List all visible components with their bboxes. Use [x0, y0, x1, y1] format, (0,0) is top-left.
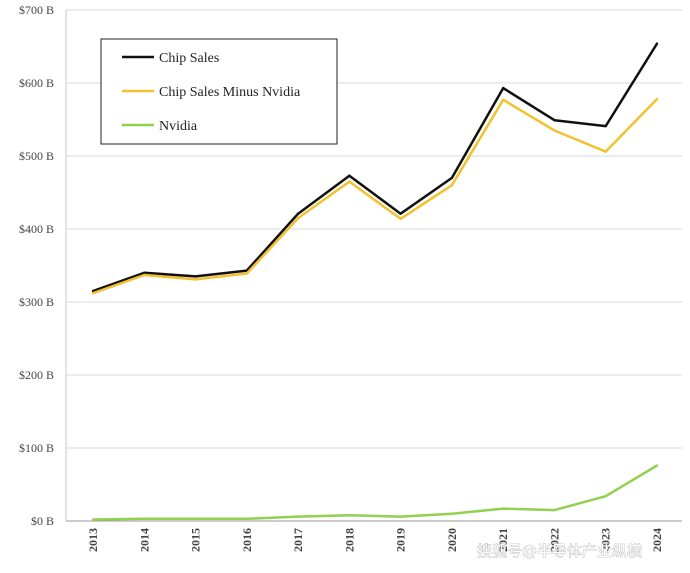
data-point — [399, 212, 402, 215]
x-axis-ticks: 2013 2014 2015 2016 2017 2018 2019 2020 2021 2022… — [86, 528, 664, 552]
x-tick-label: 2017 — [291, 528, 305, 552]
data-point — [348, 174, 351, 177]
series-line-1 — [92, 42, 659, 293]
data-point — [450, 176, 454, 180]
series-lines — [91, 42, 659, 521]
y-axis-ticks: $0 B $100 B $200 B $300 B $400 B $500 B $600 B… — [19, 3, 54, 528]
data-point — [348, 513, 351, 517]
x-tick-label: 2019 — [394, 528, 408, 552]
legend-label: Nvidia — [159, 119, 198, 134]
data-point — [194, 278, 197, 281]
data-point — [143, 273, 146, 277]
data-point — [296, 212, 300, 215]
data-point — [91, 518, 95, 521]
x-tick-label: 2015 — [189, 528, 203, 552]
data-point — [450, 184, 454, 187]
x-tick-label: 2013 — [86, 528, 100, 552]
data-point — [91, 289, 95, 293]
data-point — [245, 517, 249, 521]
data-point — [348, 180, 351, 183]
data-point — [553, 119, 556, 122]
x-tick-label: 2022 — [547, 528, 561, 552]
data-point — [604, 150, 607, 153]
y-tick-label: $600 B — [19, 76, 54, 90]
data-point — [91, 292, 95, 295]
data-point — [553, 508, 556, 512]
data-point — [501, 507, 505, 510]
x-tick-label: 2021 — [496, 528, 510, 552]
data-point — [399, 217, 402, 220]
data-point — [655, 42, 659, 45]
data-point — [655, 464, 659, 467]
data-point — [194, 517, 197, 521]
legend: Chip Sales Chip Sales Minus Nvidia Nvidia — [100, 38, 338, 145]
data-point — [194, 275, 197, 278]
data-point — [296, 216, 300, 220]
data-point — [296, 515, 300, 518]
legend-label: Chip Sales Minus Nvidia — [159, 85, 301, 100]
data-point — [604, 494, 607, 498]
data-point — [655, 97, 659, 101]
data-point — [553, 129, 556, 132]
data-point — [501, 86, 505, 90]
data-point — [450, 512, 454, 515]
series-line-2 — [92, 98, 658, 295]
y-tick-label: $400 B — [19, 222, 54, 236]
x-tick-label: 2018 — [342, 528, 356, 552]
data-point — [143, 271, 146, 274]
legend-label: Chip Sales — [159, 51, 219, 66]
y-tick-label: $700 B — [19, 3, 54, 17]
x-tick-label: 2023 — [599, 528, 613, 552]
x-tick-label: 2014 — [137, 528, 151, 552]
data-point — [245, 272, 249, 275]
y-tick-label: $500 B — [19, 149, 54, 163]
data-point — [143, 517, 146, 521]
series-line-3 — [92, 464, 658, 521]
y-tick-label: $200 B — [19, 368, 54, 382]
y-tick-label: $300 B — [19, 295, 54, 309]
x-tick-label: 2016 — [240, 528, 254, 552]
y-tick-label: $100 B — [19, 441, 54, 455]
y-tick-label: $0 B — [31, 514, 54, 528]
data-point — [604, 124, 607, 128]
x-tick-label: 2020 — [445, 528, 459, 552]
watermark-text: 搜狐号@半导体产业纵横 — [477, 542, 642, 560]
data-point — [501, 98, 505, 101]
x-tick-label: 2024 — [650, 528, 664, 552]
data-point — [399, 515, 402, 518]
